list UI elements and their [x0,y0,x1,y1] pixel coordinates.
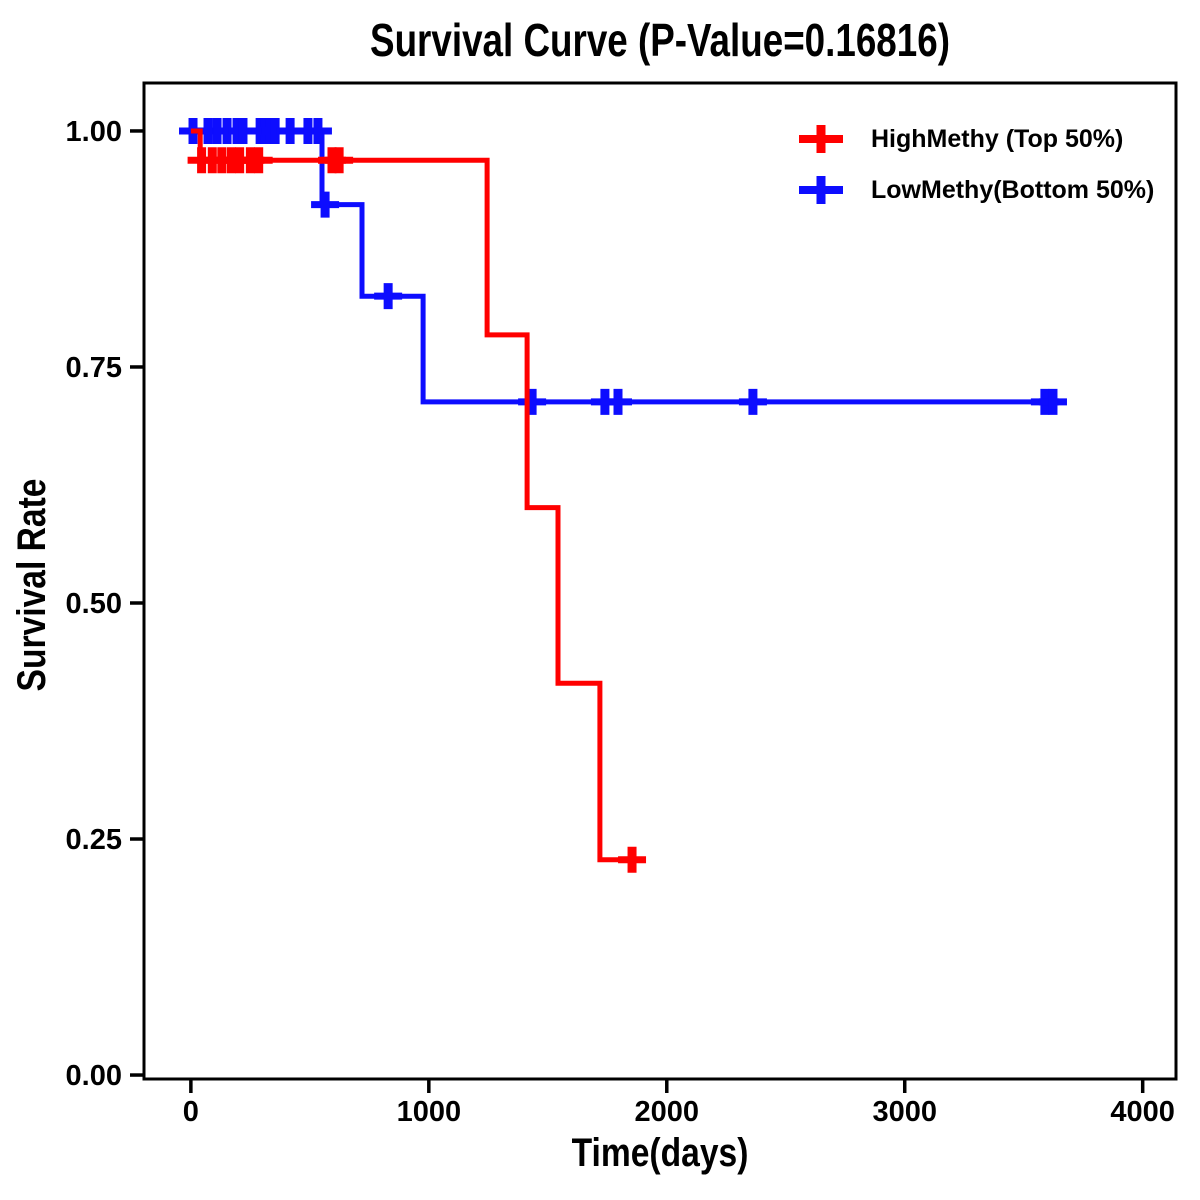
survival-step-curve-0 [190,128,645,863]
x-axis-label: Time(days) [571,1131,749,1175]
legend-plus-marker-highmethy-icon [799,125,843,153]
plot-panel-border [142,81,1178,1081]
legend-entry-lowmethy: LowMethy(Bottom 50%) [797,169,1154,211]
x-tick-label: 2000 [635,1096,700,1128]
x-tick-label: 3000 [872,1096,937,1128]
chart-title: Survival Curve (P-Value=0.16816) [370,14,950,66]
x-tick-label: 4000 [1110,1096,1175,1128]
legend-entry-highmethy: HighMethy (Top 50%) [797,118,1154,160]
legend-plus-marker-lowmethy-icon [799,176,843,204]
x-tick-label: 0 [183,1096,199,1128]
y-tick-label: 0.50 [66,588,122,620]
legend: HighMethy (Top 50%) LowMethy(Bottom 50%) [797,118,1154,220]
legend-label-lowmethy: LowMethy(Bottom 50%) [871,175,1155,204]
y-tick-label: 0.75 [66,352,122,384]
y-tick-label: 0.00 [66,1060,122,1092]
y-tick-label: 0.25 [66,824,122,856]
legend-label-highmethy: HighMethy (Top 50%) [871,124,1124,153]
y-tick-label: 1.00 [66,116,122,148]
x-tick-label: 1000 [397,1096,462,1128]
